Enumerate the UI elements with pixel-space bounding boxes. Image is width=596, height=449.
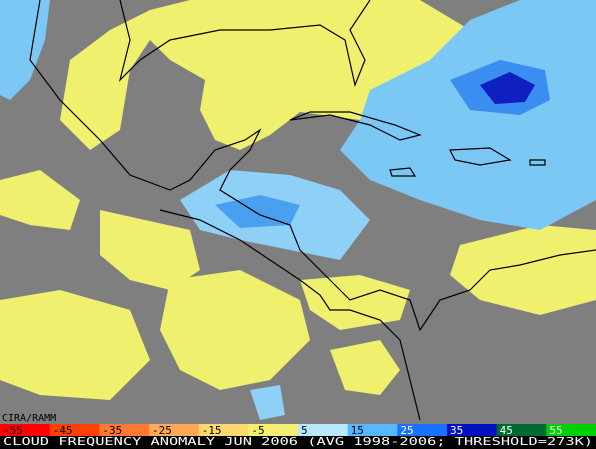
colorbar-label: 15 (351, 424, 364, 437)
colorbar-label: -35 (102, 424, 122, 437)
colorbar-segment (248, 424, 299, 436)
colorbar-label: -55 (3, 424, 23, 437)
colorbar-segment (149, 424, 200, 436)
colorbar-segment (298, 424, 349, 436)
colorbar-segment (447, 424, 498, 436)
colorbar: -55 -45 -35 -25 -15 -5 5 15 25 35 45 55 (0, 424, 596, 437)
colorbar-segment (99, 424, 150, 436)
caption: CLOUD FREQUENCY ANOMALY JUN 2006 (AVG 19… (3, 435, 593, 448)
colorbar-label: -5 (251, 424, 264, 437)
colorbar-label: -45 (53, 424, 73, 437)
colorbar-label: -15 (202, 424, 222, 437)
colorbar-segment (397, 424, 448, 436)
negative-anomaly (0, 0, 596, 420)
colorbar-label: 5 (301, 424, 308, 437)
colorbar-segment (546, 424, 596, 436)
colorbar-label: -25 (152, 424, 172, 437)
colorbar-segment (49, 424, 100, 436)
colorbar-label: 55 (549, 424, 562, 437)
colorbar-segment (198, 424, 249, 436)
colorbar-label: 35 (450, 424, 463, 437)
colorbar-segment (496, 424, 547, 436)
colorbar-label: 25 (400, 424, 413, 437)
colorbar-segment (0, 424, 51, 436)
caption-strip (0, 436, 596, 449)
colorbar-label: 45 (500, 424, 513, 437)
colorbar-segment (347, 424, 398, 436)
positive-anomaly (0, 0, 596, 400)
credit: CIRA/RAMM (2, 413, 56, 424)
coastlines (29, 0, 596, 421)
